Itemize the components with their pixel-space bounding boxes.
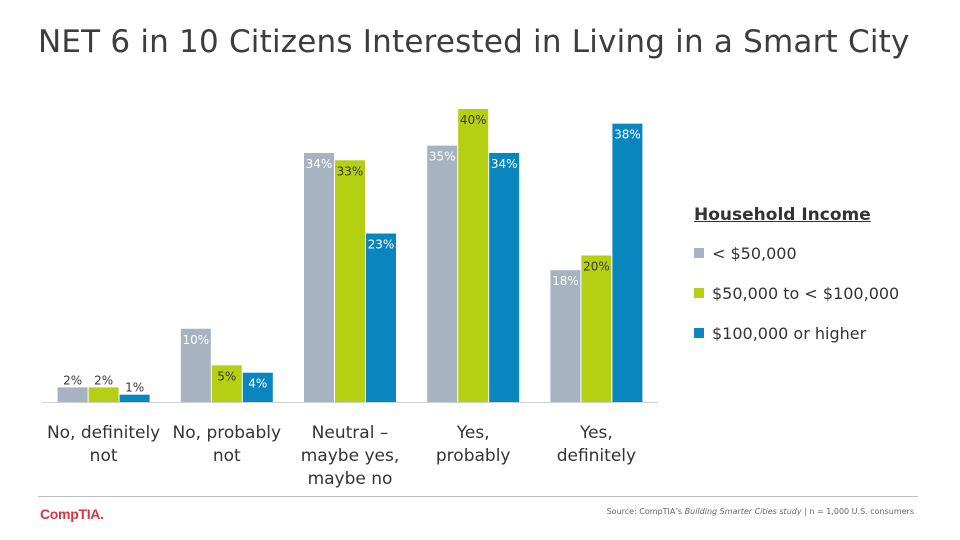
legend-swatch — [694, 328, 704, 338]
data-label: 38% — [614, 128, 641, 142]
bar — [304, 152, 334, 402]
bar — [458, 109, 489, 402]
data-label: 10% — [182, 333, 209, 347]
bar — [211, 365, 242, 402]
footer-divider — [38, 496, 918, 497]
legend-swatch — [694, 248, 704, 258]
category-label-line: definitely — [557, 446, 636, 466]
category-label: No, definitely not — [47, 423, 160, 466]
legend-item-50k-100k: $50,000 to < $100,000 — [694, 283, 899, 303]
category-label-line: not — [90, 446, 118, 466]
category-label-line: not — [213, 446, 241, 466]
source-note: Source: CompTIA’s Building Smarter Citie… — [607, 507, 914, 516]
category-label: Yes, probably — [436, 423, 511, 466]
data-label: 5% — [217, 369, 236, 383]
data-label: 33% — [337, 164, 364, 178]
category-label-line: Yes, — [456, 423, 490, 443]
bar — [366, 233, 396, 402]
category-label: No, probably not — [173, 423, 282, 466]
data-label: 1% — [125, 381, 144, 395]
category-label-line: Neutral – — [312, 423, 389, 443]
category-label-line: probably — [436, 446, 511, 466]
data-label: 4% — [248, 377, 267, 391]
data-label: 35% — [429, 150, 456, 164]
legend-label: $100,000 or higher — [712, 323, 867, 343]
bar — [242, 372, 273, 402]
data-label: 2% — [94, 373, 113, 387]
category-label: Neutral – maybe yes, maybe no — [301, 423, 399, 489]
data-label: 18% — [552, 274, 579, 288]
bar — [180, 328, 211, 402]
legend-title: Household Income — [694, 205, 871, 225]
legend-swatch — [694, 288, 704, 298]
chart-title: NET 6 in 10 Citizens Interested in Livin… — [38, 24, 910, 60]
source-prefix: Source: CompTIA’s — [606, 507, 685, 516]
data-label: 34% — [306, 157, 333, 171]
bar — [119, 394, 150, 402]
category-label-line: No, definitely — [47, 423, 160, 443]
legend-item-under-50k: < $50,000 — [694, 243, 899, 263]
bar — [489, 152, 520, 402]
bar — [581, 255, 612, 402]
legend: Household Income < $50,000 $50,000 to < … — [694, 205, 899, 363]
source-study: Building Smarter Cities study — [684, 507, 802, 516]
legend-label: $50,000 to < $100,000 — [712, 283, 900, 303]
data-label: 23% — [368, 238, 395, 252]
category-label: Yes, definitely — [557, 423, 636, 466]
data-label: 40% — [460, 113, 487, 127]
data-label: 20% — [583, 260, 610, 274]
category-label-line: Yes, — [579, 423, 613, 443]
comptia-logo: CompTIA. — [40, 506, 104, 522]
bar — [88, 387, 119, 402]
data-label: 34% — [491, 157, 518, 171]
bar — [335, 160, 365, 402]
source-suffix: | n = 1,000 U.S. consumers — [801, 507, 914, 516]
bar — [57, 387, 88, 402]
bar — [612, 123, 643, 403]
category-label-line: maybe yes, — [301, 446, 399, 466]
data-label: 2% — [63, 373, 82, 387]
category-label-line: No, probably — [173, 423, 282, 443]
category-label-line: maybe no — [308, 469, 393, 489]
legend-label: < $50,000 — [712, 243, 797, 263]
bar — [427, 145, 458, 402]
bar — [550, 270, 581, 402]
legend-item-100k-plus: $100,000 or higher — [694, 323, 899, 343]
